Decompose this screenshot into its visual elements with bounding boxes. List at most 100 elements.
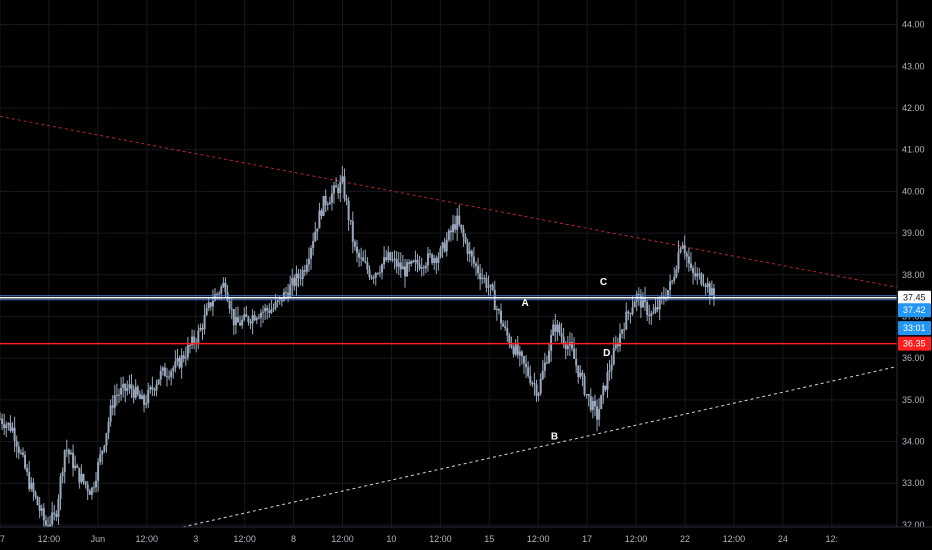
candle [598,397,601,427]
time-axis[interactable]: 27 12:00 Jun 12:00 3 12:00 8 12:00 10 12:00 15 12:0… [0,526,932,550]
candle-body [424,265,427,269]
candle [316,228,319,241]
candle [552,319,555,337]
candle [491,282,494,292]
resistance-trendline [0,115,898,288]
candle [109,399,112,427]
candle-body [683,245,686,254]
candle-body [581,372,584,376]
candle-body [270,309,273,313]
candle-body [239,322,242,326]
candle-body [255,318,258,321]
candle-body [704,285,707,287]
candle [652,303,655,315]
candle-body [155,384,158,391]
candle-body [502,323,505,327]
candle-body [543,362,546,371]
candle-body [61,471,64,477]
candle-body [207,302,210,309]
candle-body [111,405,114,408]
candle [328,196,331,205]
candle-body [176,358,179,362]
candle [418,255,421,271]
candle [44,515,47,529]
candle-body [374,273,377,278]
candle [431,253,434,266]
candle-body [566,345,569,350]
candle-body [575,358,578,366]
candle [335,177,338,188]
candle-body [53,512,56,514]
candle-body [397,262,400,267]
candle [495,305,498,321]
candle [343,168,346,202]
candle-body [115,394,118,396]
candle-body [698,273,701,275]
candle [69,449,72,455]
candle [700,272,703,287]
candle-body [40,508,43,511]
candle-body [78,467,81,483]
candle-body [153,389,156,391]
candle-body [59,476,62,500]
candle [310,245,313,270]
candle-body [395,258,398,267]
candle-body [708,283,711,296]
time-axis-background [0,527,932,550]
candle-body [312,241,315,249]
candle-body [669,281,672,291]
candle-body [140,395,143,399]
candle [625,302,628,331]
candle [97,458,100,492]
candle [694,262,697,281]
candle-body [639,294,642,308]
candle-body [132,389,135,398]
candle-body [483,277,486,279]
candle-body [276,300,279,303]
candle [161,366,164,376]
candle-body [648,315,651,317]
candle-body [278,297,281,301]
candle [710,280,713,296]
candle [472,247,475,269]
candle [579,365,582,380]
candle [107,417,110,440]
candle [287,283,290,303]
candle [470,249,473,267]
candle-body [667,290,670,299]
candle [53,505,56,521]
candle [337,183,340,199]
candle-body [573,348,576,359]
candle [683,235,686,260]
candle-body [136,386,139,395]
candle [113,384,116,416]
candle-body [291,278,294,285]
price-axis[interactable]: 32.0033.0034.0035.0036.0037.0038.0039.00… [896,0,932,550]
candle-body [681,245,684,249]
candle [468,241,471,263]
candle [341,165,344,185]
y-tick-label: 32.00 [902,520,925,530]
candle-body [376,273,379,275]
candle-body [74,465,77,469]
candle-body [216,293,219,295]
candle-body [55,513,58,517]
candle-body [658,298,661,310]
candle-body [520,351,523,357]
candle-body [625,311,628,330]
candle [545,355,548,365]
candle-body [201,327,204,330]
candle [543,352,546,378]
candle [143,393,146,413]
candle [276,298,279,308]
candle-body [30,482,33,489]
y-tick-label: 38.00 [902,270,925,280]
candle-body [161,367,164,371]
candle-body [145,403,148,405]
y-tick-label: 41.00 [902,145,925,155]
y-tick-label: 40.00 [902,186,925,196]
candle [692,265,695,285]
candle-body [69,452,72,455]
candle [637,287,640,306]
